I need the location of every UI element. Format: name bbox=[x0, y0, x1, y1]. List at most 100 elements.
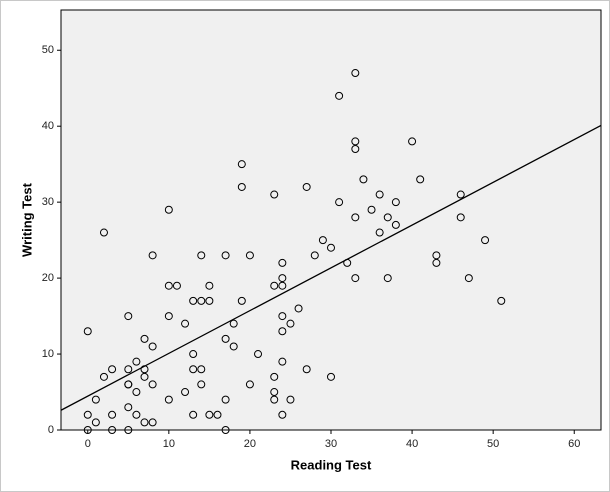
point bbox=[294, 304, 303, 313]
point bbox=[359, 175, 368, 184]
x-tick-label: 30 bbox=[325, 438, 337, 450]
point bbox=[189, 350, 198, 359]
point bbox=[148, 251, 157, 260]
point bbox=[383, 213, 392, 222]
point bbox=[140, 372, 149, 381]
point bbox=[497, 296, 506, 305]
point bbox=[278, 274, 287, 283]
point bbox=[164, 281, 173, 290]
point bbox=[343, 258, 352, 267]
point bbox=[335, 198, 344, 207]
point bbox=[108, 426, 117, 434]
point bbox=[351, 144, 360, 153]
point bbox=[310, 251, 319, 260]
point bbox=[205, 281, 214, 290]
y-axis-title: Writing Test bbox=[19, 182, 34, 257]
point bbox=[237, 296, 246, 305]
point bbox=[270, 372, 279, 381]
y-tick-label: 30 bbox=[42, 196, 54, 208]
x-tick-label: 10 bbox=[163, 438, 175, 450]
point bbox=[270, 190, 279, 199]
point bbox=[408, 137, 417, 146]
point bbox=[383, 274, 392, 283]
point bbox=[124, 380, 133, 389]
point bbox=[108, 365, 117, 374]
point bbox=[416, 175, 425, 184]
point bbox=[237, 160, 246, 169]
y-tick-label: 20 bbox=[42, 272, 54, 284]
point bbox=[132, 357, 141, 366]
point bbox=[278, 281, 287, 290]
point bbox=[254, 350, 263, 359]
point bbox=[351, 213, 360, 222]
fit-line bbox=[60, 124, 602, 411]
point bbox=[351, 274, 360, 283]
point bbox=[83, 410, 92, 419]
point bbox=[91, 395, 100, 404]
point bbox=[132, 388, 141, 397]
point bbox=[245, 251, 254, 260]
point bbox=[229, 319, 238, 328]
point bbox=[124, 365, 133, 374]
point bbox=[221, 251, 230, 260]
point bbox=[124, 426, 133, 434]
point bbox=[197, 296, 206, 305]
point bbox=[270, 388, 279, 397]
point bbox=[318, 236, 327, 245]
point bbox=[391, 220, 400, 229]
point bbox=[148, 418, 157, 427]
point bbox=[278, 327, 287, 336]
point bbox=[278, 258, 287, 267]
point bbox=[327, 372, 335, 381]
point bbox=[83, 327, 92, 336]
point bbox=[278, 357, 287, 366]
point bbox=[432, 258, 441, 267]
x-tick-label: 20 bbox=[244, 438, 256, 450]
plot-area bbox=[60, 9, 602, 431]
point bbox=[278, 312, 287, 321]
point bbox=[432, 251, 441, 260]
point bbox=[464, 274, 473, 283]
point bbox=[148, 380, 157, 389]
point bbox=[140, 418, 149, 427]
point bbox=[164, 312, 173, 321]
point bbox=[132, 410, 141, 419]
point bbox=[237, 182, 246, 191]
point bbox=[375, 228, 384, 237]
point bbox=[213, 410, 222, 419]
point bbox=[481, 236, 490, 245]
x-tick-label: 50 bbox=[487, 438, 499, 450]
point bbox=[99, 372, 108, 381]
point bbox=[229, 342, 238, 351]
point bbox=[164, 395, 173, 404]
point bbox=[99, 228, 108, 237]
point bbox=[456, 213, 465, 222]
point bbox=[221, 334, 230, 343]
point bbox=[221, 395, 230, 404]
point bbox=[278, 410, 287, 419]
point bbox=[148, 342, 157, 351]
point bbox=[189, 410, 198, 419]
point bbox=[221, 426, 230, 434]
y-tick-label: 40 bbox=[42, 120, 54, 132]
x-tick-label: 40 bbox=[406, 438, 418, 450]
point bbox=[189, 365, 198, 374]
point bbox=[181, 388, 190, 397]
point bbox=[351, 69, 360, 78]
point bbox=[245, 380, 254, 389]
point bbox=[327, 243, 335, 252]
point bbox=[302, 182, 311, 191]
point bbox=[197, 365, 206, 374]
point bbox=[270, 395, 279, 404]
point bbox=[124, 312, 133, 321]
point bbox=[91, 418, 100, 427]
point bbox=[108, 410, 117, 419]
point bbox=[164, 205, 173, 214]
point bbox=[189, 296, 198, 305]
x-tick-label: 60 bbox=[568, 438, 580, 450]
point bbox=[205, 410, 214, 419]
x-tick-label: 0 bbox=[85, 438, 91, 450]
y-tick-label: 10 bbox=[42, 348, 54, 360]
point bbox=[391, 198, 400, 207]
